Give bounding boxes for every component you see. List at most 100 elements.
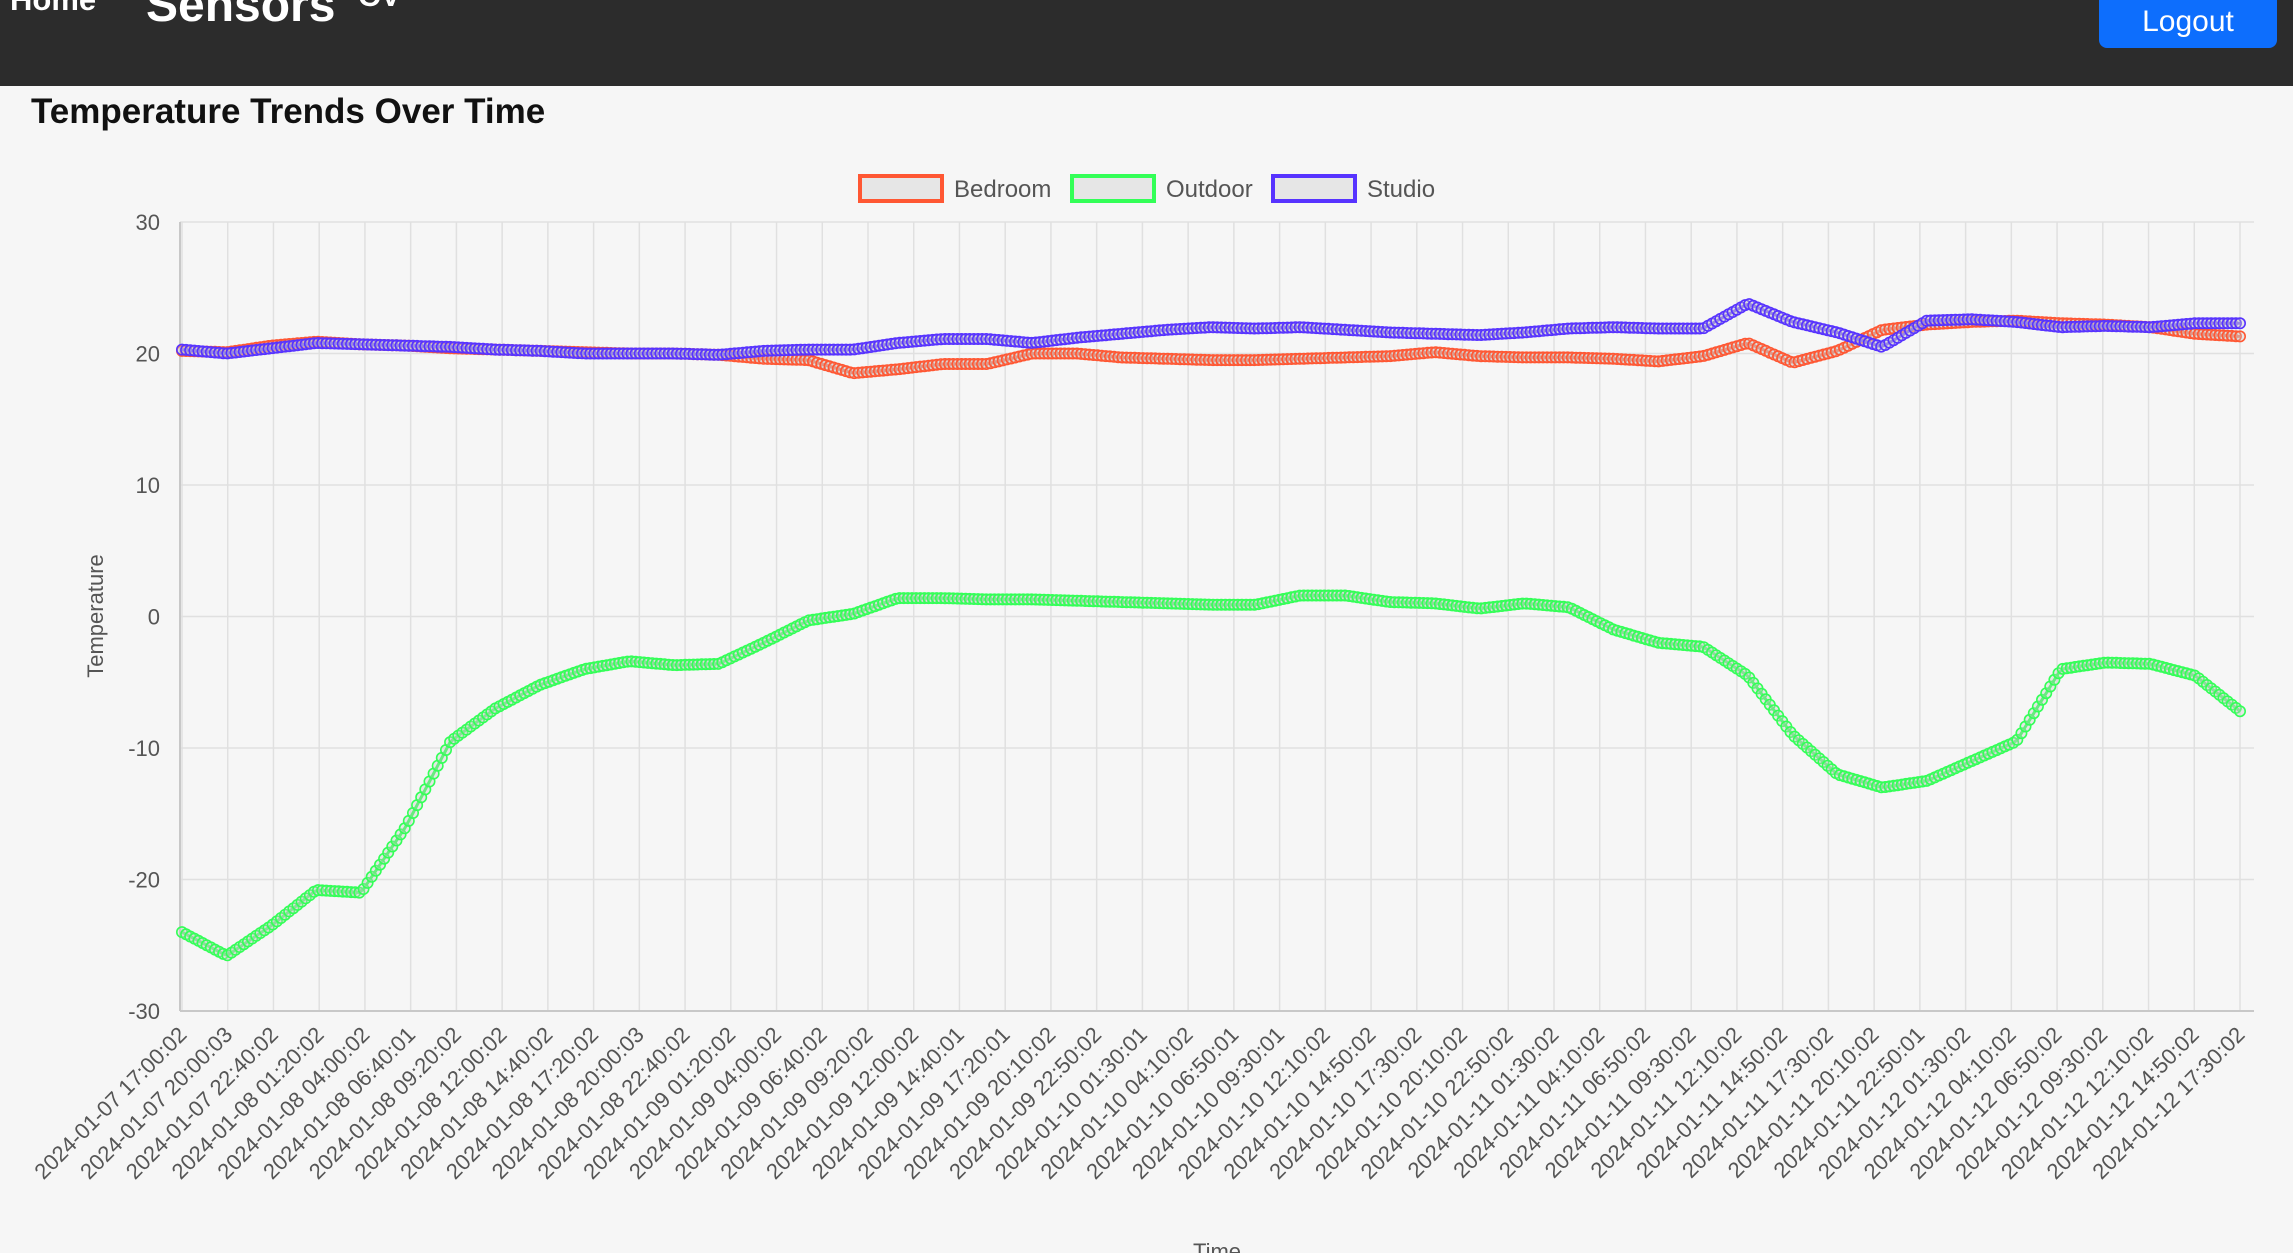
data-point [604, 347, 617, 360]
data-point [1190, 321, 1203, 334]
data-point [1145, 596, 1158, 609]
data-point [1949, 313, 1962, 326]
data-point [695, 348, 708, 361]
data-point [415, 340, 428, 353]
data-point [307, 337, 320, 350]
data-point [2102, 656, 2115, 669]
data-point [456, 341, 469, 354]
legend-label-outdoor[interactable]: Outdoor [1166, 176, 1253, 203]
data-point [1149, 352, 1162, 365]
data-point [815, 343, 828, 356]
data-point [1182, 322, 1195, 335]
data-point [1116, 596, 1129, 609]
data-point [2011, 733, 2024, 746]
data-point [1615, 321, 1628, 334]
data-point [2102, 319, 2115, 332]
data-point [1928, 314, 1941, 327]
data-point [1157, 352, 1170, 365]
data-point [1504, 327, 1517, 340]
data-point [943, 332, 956, 345]
data-point [2155, 320, 2168, 333]
data-point [2234, 330, 2247, 343]
legend-swatch-bedroom[interactable] [858, 174, 944, 203]
data-point [1157, 597, 1170, 610]
data-point [184, 344, 197, 357]
data-point [2089, 320, 2102, 333]
data-point [943, 357, 956, 370]
data-point [955, 592, 968, 605]
data-point [654, 347, 667, 360]
data-point [1541, 351, 1554, 364]
data-point [1326, 589, 1339, 602]
data-point [386, 840, 399, 853]
data-point [1499, 327, 1512, 340]
data-point [324, 337, 337, 350]
data-point [1054, 594, 1067, 607]
data-point [1334, 323, 1347, 336]
data-point [580, 347, 593, 360]
data-point [1000, 593, 1013, 606]
data-point [1590, 321, 1603, 334]
data-point [831, 343, 844, 356]
brand-title[interactable]: Sensors [146, 0, 336, 32]
data-point [976, 332, 989, 345]
data-point [1367, 325, 1380, 338]
data-point [1116, 327, 1129, 340]
data-point [439, 340, 452, 353]
data-point [600, 347, 613, 360]
data-point [1413, 327, 1426, 340]
nav-cv-link[interactable]: CV [358, 0, 401, 14]
data-point [1277, 321, 1290, 334]
data-point [1314, 322, 1327, 335]
data-point [1392, 326, 1405, 339]
data-point [1998, 315, 2011, 328]
data-point [1648, 355, 1661, 368]
data-point [1417, 596, 1430, 609]
data-point [827, 343, 840, 356]
data-point [357, 338, 370, 351]
legend-swatch-studio[interactable] [1271, 174, 1357, 203]
data-point [1231, 354, 1244, 367]
data-point [1965, 313, 1978, 326]
data-point [1326, 351, 1339, 364]
data-point [2229, 330, 2242, 343]
data-point [1524, 351, 1537, 364]
data-point [2221, 329, 2234, 342]
data-point [394, 828, 407, 841]
x-axis-label: Time [1193, 1239, 1241, 1253]
nav-home-link[interactable]: Home [10, 0, 96, 18]
legend-swatch-outdoor[interactable] [1070, 174, 1156, 203]
data-point [1079, 594, 1092, 607]
data-point [1099, 350, 1112, 363]
logout-button[interactable]: Logout [2099, 0, 2277, 48]
data-point [625, 655, 638, 668]
data-point [1268, 321, 1281, 334]
data-point [1285, 352, 1298, 365]
data-point [1475, 350, 1488, 363]
data-point [596, 347, 609, 360]
data-point [1322, 351, 1335, 364]
y-tick-label: 30 [136, 210, 160, 235]
data-point [530, 344, 543, 357]
legend-label-studio[interactable]: Studio [1367, 176, 1435, 203]
data-point [984, 593, 997, 606]
data-point [1425, 597, 1438, 610]
data-point [910, 592, 923, 605]
data-point [1128, 596, 1141, 609]
data-point [411, 339, 424, 352]
data-point [2056, 321, 2069, 334]
data-point [472, 342, 485, 355]
data-point [1314, 589, 1327, 602]
data-point [1174, 597, 1187, 610]
data-point [2044, 680, 2057, 693]
data-point [1388, 349, 1401, 362]
page-title: Temperature Trends Over Time [31, 92, 546, 131]
data-point [2234, 705, 2247, 718]
data-point [369, 338, 382, 351]
data-point [1227, 321, 1240, 334]
legend-label-bedroom[interactable]: Bedroom [954, 176, 1051, 203]
data-point [1000, 334, 1013, 347]
data-point [1219, 321, 1232, 334]
data-point [567, 346, 580, 359]
data-point [980, 332, 993, 345]
